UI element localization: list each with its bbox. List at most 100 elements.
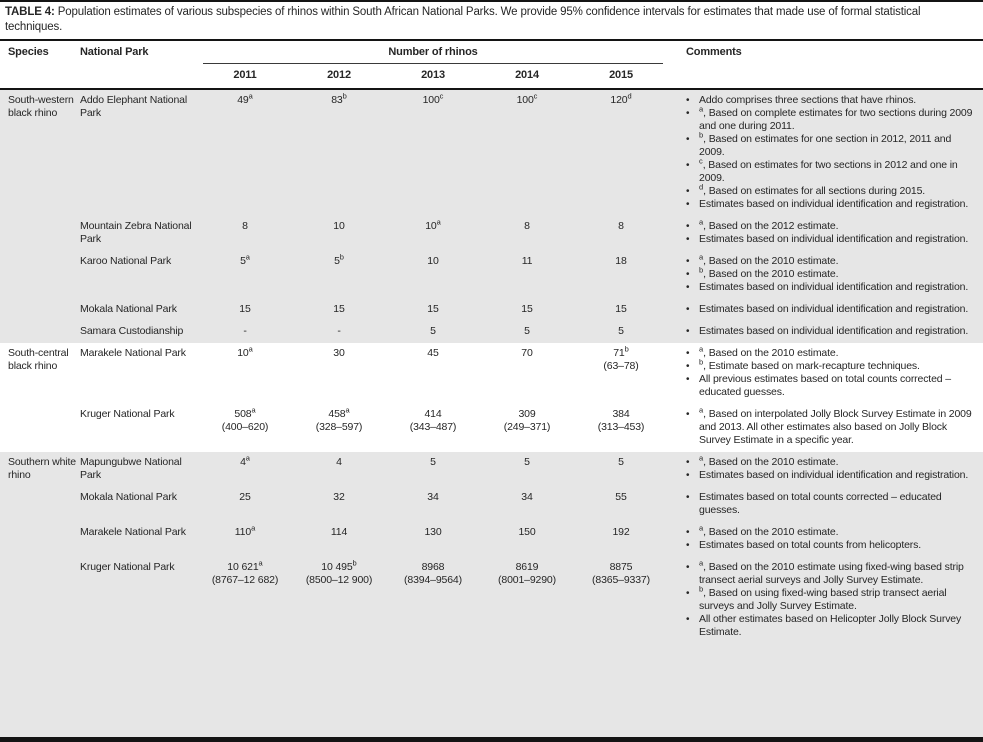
- value-number: 10: [427, 255, 439, 267]
- header-top-rule: [0, 39, 983, 41]
- value-cell: 10a: [198, 345, 292, 399]
- value-cell: 70: [480, 347, 574, 399]
- value-number: 15: [521, 303, 533, 315]
- bullet-icon: •: [686, 470, 690, 481]
- comment-item: • c, Based on estimates for two sections …: [686, 156, 973, 185]
- value-cell: 71b (63–78): [574, 345, 668, 399]
- confidence-interval: (63–78): [603, 360, 639, 372]
- comment-item: • Estimates based on total counts correct…: [686, 491, 973, 517]
- comment-text: Estimates based on individual identifica…: [699, 303, 969, 315]
- comment-body: a, Based on the 2010 estimate.: [699, 454, 973, 469]
- comment-footnote-mark: a: [699, 405, 704, 415]
- comment-item: • a, Based on the 2010 estimate.: [686, 253, 973, 268]
- value-number: 8: [618, 220, 624, 232]
- comment-body: a, Based on the 2010 estimate.: [699, 345, 973, 360]
- bullet-icon: •: [686, 374, 690, 385]
- comment-item: • Addo comprises three sections that have…: [686, 94, 973, 107]
- comment-item: • b, Based on estimates for one section i…: [686, 131, 973, 159]
- value-number: 5: [618, 325, 624, 337]
- value-cell: 5: [480, 456, 574, 482]
- comment-text: , Based on estimates for two sections in…: [699, 159, 958, 184]
- value-number: 18: [615, 255, 627, 267]
- bullet-icon: •: [686, 562, 690, 573]
- confidence-interval: (8365–9337): [592, 574, 650, 586]
- value-cell: 8: [574, 220, 668, 246]
- comment-body: b, Based on the 2010 estimate.: [699, 266, 973, 281]
- comment-text: Estimates based on total counts correcte…: [699, 491, 942, 516]
- comment-item: • Estimates based on individual identific…: [686, 303, 973, 316]
- comment-item: • Estimates based on individual identific…: [686, 469, 973, 482]
- value-cell: 15: [386, 303, 480, 316]
- table-row: South-central black rhino Marakele Nation…: [0, 343, 983, 404]
- table-row: Marakele National Park 110a 114 130 150 192 • a…: [0, 522, 983, 557]
- comment-item: • a, Based on the 2010 estimate.: [686, 345, 973, 360]
- comment-text: All previous estimates based on total co…: [699, 373, 951, 398]
- value-cell: 8875 (8365–9337): [574, 561, 668, 639]
- bullet-icon: •: [686, 199, 690, 210]
- value-number: 8: [242, 220, 248, 232]
- value-cell: 5: [386, 325, 480, 338]
- bullet-icon: •: [686, 348, 690, 359]
- comment-text: , Based on the 2010 estimate.: [703, 255, 839, 267]
- comments-cell: • Estimates based on individual identific…: [668, 325, 975, 338]
- table-body: South-western black rhino Addo Elephant N…: [0, 90, 983, 737]
- confidence-interval: (8767–12 682): [211, 574, 279, 586]
- bullet-icon: •: [686, 256, 690, 267]
- species-cell: [8, 325, 80, 338]
- value-footnote-mark: a: [245, 453, 250, 463]
- confidence-interval: (343–487): [409, 421, 457, 433]
- comment-body: a, Based on interpolated Jolly Block Sur…: [699, 405, 973, 447]
- table-caption: TABLE 4: Population estimates of various…: [0, 2, 975, 39]
- value-footnote-mark: b: [352, 558, 357, 568]
- value-cell: 83b: [292, 92, 386, 211]
- value-number: 71: [613, 347, 625, 359]
- park-cell: Marakele National Park: [80, 526, 186, 538]
- value-cell: 25: [198, 491, 292, 517]
- value-cell: 15: [574, 303, 668, 316]
- comment-text: , Based on the 2010 estimate.: [703, 347, 839, 359]
- value-number: 70: [521, 347, 533, 359]
- comment-item: • b, Based on the 2010 estimate.: [686, 266, 973, 281]
- value-number: 83: [331, 94, 343, 106]
- species-cell: [8, 408, 80, 447]
- value-number: 508: [234, 408, 252, 420]
- bullet-icon: •: [686, 326, 690, 337]
- top-rule: [0, 0, 983, 2]
- comment-footnote-mark: a: [699, 523, 704, 533]
- park-cell: Samara Custodianship: [80, 325, 184, 337]
- value-number: 25: [239, 491, 251, 503]
- species-section: South-western black rhino Addo Elephant N…: [0, 90, 983, 343]
- species-cell: [8, 220, 80, 246]
- value-number: 5: [430, 325, 436, 337]
- value-cell: 8619 (8001–9290): [480, 561, 574, 639]
- comment-footnote-mark: b: [699, 584, 704, 594]
- species-cell: South-western black rhino: [8, 94, 74, 119]
- bullet-icon: •: [686, 108, 690, 119]
- value-cell: 120d: [574, 92, 668, 211]
- value-footnote-mark: c: [533, 91, 538, 101]
- bottom-rule: [0, 737, 983, 742]
- comment-footnote-mark: c: [699, 156, 703, 166]
- comment-footnote-mark: a: [699, 558, 704, 568]
- confidence-interval: (249–371): [503, 421, 551, 433]
- value-cell: 45: [386, 347, 480, 399]
- comment-body: Estimates based on individual identifica…: [699, 233, 973, 246]
- value-number: -: [337, 325, 341, 337]
- value-number: 15: [333, 303, 345, 315]
- value-cell: 458a (328–597): [292, 406, 386, 447]
- value-number: 130: [424, 526, 442, 538]
- table-row: Karoo National Park 5a 5b 10 11 18 • a, Based o…: [0, 251, 983, 299]
- table-row: Mokala National Park 15 15 15 15 15 • Estimates…: [0, 299, 983, 321]
- value-cell: 55: [574, 491, 668, 517]
- park-cell: Mapungubwe National Park: [80, 456, 182, 481]
- value-number: 5: [430, 456, 436, 468]
- value-number: 8: [524, 220, 530, 232]
- comment-text: , Based on the 2010 estimate.: [703, 456, 839, 468]
- comment-text: , Estimate based on mark-recapture techn…: [703, 360, 920, 372]
- value-number: 10 495: [321, 561, 353, 573]
- value-footnote-mark: a: [436, 217, 441, 227]
- comment-item: • Estimates based on individual identific…: [686, 281, 973, 294]
- comment-body: Estimates based on total counts from hel…: [699, 539, 973, 552]
- comment-footnote-mark: a: [699, 104, 704, 114]
- value-cell: 192: [574, 526, 668, 552]
